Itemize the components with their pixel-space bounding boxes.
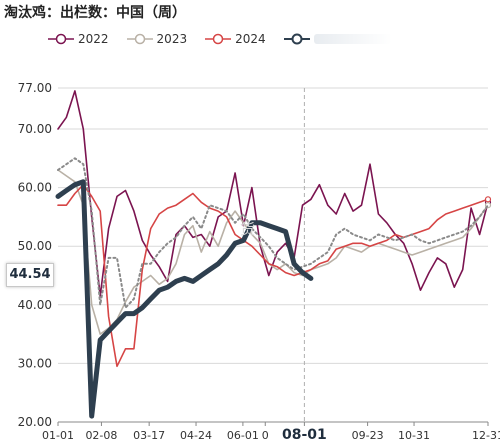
x-tick-label: 04-24 xyxy=(180,429,212,442)
legend-item-current[interactable] xyxy=(283,33,392,45)
y-tick-label: 40.00 xyxy=(18,298,52,312)
x-tick-label: 10-31 xyxy=(398,429,430,442)
y-tick-label: 50.00 xyxy=(18,239,52,253)
x-tick-label: 0 xyxy=(262,429,269,442)
series-line-2022 xyxy=(57,90,489,297)
series-line-2024 xyxy=(57,183,489,368)
y-tick-label: 60.00 xyxy=(18,181,52,195)
legend-label: 2022 xyxy=(78,32,109,46)
legend-label-obscured xyxy=(313,34,392,44)
legend-label: 2023 xyxy=(156,32,188,46)
x-tick-label: 09-23 xyxy=(352,429,384,442)
series-line-2023 xyxy=(57,169,489,335)
x-tick-label-highlight: 08-01 xyxy=(282,427,327,443)
y-tick-label: 77.00 xyxy=(18,81,52,95)
legend-line-circle-icon xyxy=(283,33,310,45)
legend-label: 2024 xyxy=(235,32,266,46)
x-tick-label: 01-01 xyxy=(42,429,74,442)
legend-item-2023[interactable]: 2023 xyxy=(126,32,188,46)
x-tick-label: 12-31 xyxy=(472,429,500,442)
legend-item-2024[interactable]: 2024 xyxy=(205,32,266,46)
legend-line-circle-icon xyxy=(48,33,74,45)
x-tick-label: 02-08 xyxy=(85,429,117,442)
chart-title: 淘汰鸡：出栏数：中国（周） xyxy=(4,5,186,21)
legend-item-2022[interactable]: 2022 xyxy=(48,32,109,46)
series-line-unnamed-3 xyxy=(57,157,489,309)
watermark: 货 xyxy=(240,220,258,238)
legend: 2022 2023 2024 xyxy=(48,30,410,48)
legend-line-circle-icon xyxy=(205,33,232,45)
series-point xyxy=(484,196,492,203)
series-line-unnamed-4 xyxy=(55,179,314,419)
legend-line-circle-icon xyxy=(126,33,153,45)
x-tick-label: 03-17 xyxy=(133,429,165,442)
x-tick-label: 06-01 xyxy=(227,429,259,442)
y-tick-label: 70.00 xyxy=(18,122,52,136)
y-tick-label: 20.00 xyxy=(18,415,52,429)
y-tick-label: 30.00 xyxy=(18,356,52,370)
cursor-y-value-label: 44.54 xyxy=(6,263,54,287)
